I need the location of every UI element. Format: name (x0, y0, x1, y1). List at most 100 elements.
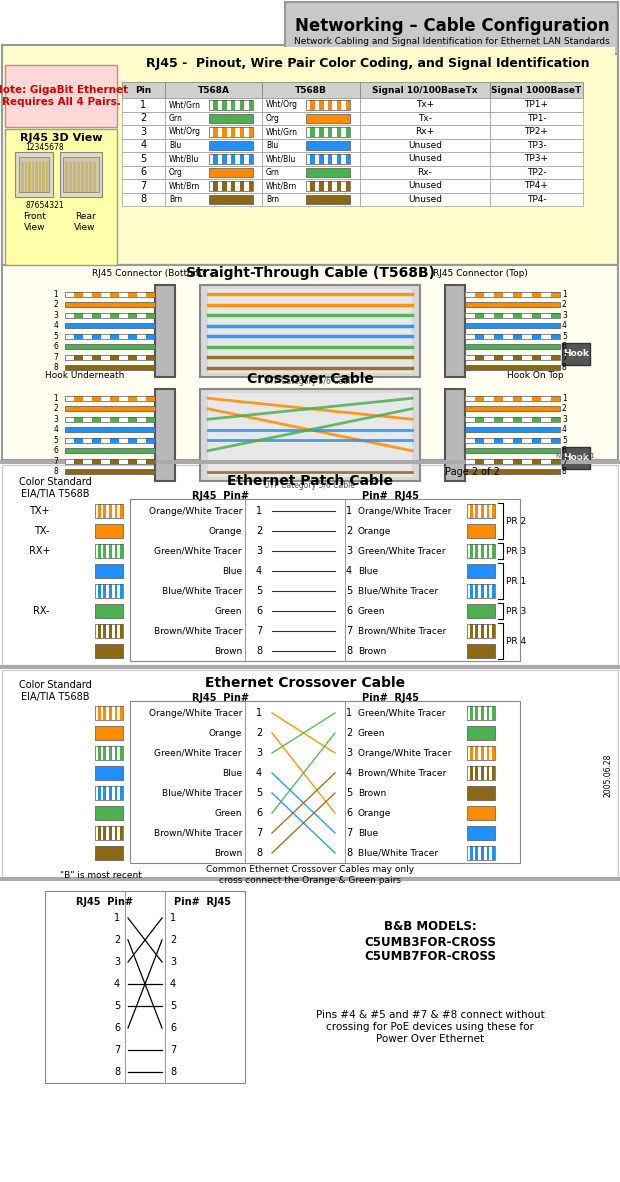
Bar (95, 826, 123, 840)
Text: 3: 3 (256, 748, 262, 758)
Bar (98, 786, 100, 800)
Bar (328, 181, 332, 190)
Bar (146, 459, 155, 463)
Text: 5: 5 (114, 1001, 120, 1011)
Text: Unused: Unused (408, 141, 442, 150)
Bar (487, 504, 489, 518)
Bar (490, 193, 583, 206)
Bar (137, 396, 146, 401)
Text: 3: 3 (346, 546, 352, 556)
Bar (332, 154, 337, 163)
Bar (487, 846, 489, 860)
Bar (465, 427, 560, 433)
Text: Brown/White Tracer: Brown/White Tracer (154, 626, 242, 636)
Bar (315, 100, 319, 110)
Bar (146, 396, 155, 401)
Bar (306, 154, 350, 163)
Text: Front
View: Front View (24, 213, 46, 232)
Bar (249, 100, 253, 110)
Text: Org: Org (266, 113, 280, 123)
Text: 6: 6 (562, 447, 567, 455)
Bar (467, 624, 470, 638)
Text: T568B: T568B (295, 86, 327, 95)
Bar (472, 766, 476, 780)
Bar (42, 162, 45, 191)
Bar (360, 98, 490, 111)
Text: 3: 3 (141, 126, 146, 137)
Bar (478, 544, 481, 558)
Bar (100, 544, 104, 558)
Text: Pin#  RJ45: Pin# RJ45 (361, 693, 418, 703)
Bar (106, 584, 109, 598)
Bar (112, 544, 115, 558)
Bar (484, 292, 494, 297)
Bar (74, 292, 83, 297)
Bar (465, 355, 474, 359)
Bar (65, 355, 155, 359)
Bar (541, 459, 551, 463)
Bar (249, 181, 253, 190)
Bar (119, 417, 128, 422)
Bar (472, 846, 476, 860)
Bar (522, 313, 531, 318)
Bar (110, 417, 119, 422)
Text: 6: 6 (53, 343, 58, 351)
Bar (117, 584, 120, 598)
Bar (489, 746, 492, 760)
Bar (137, 355, 146, 359)
Bar (83, 417, 92, 422)
Bar (81, 162, 84, 191)
Bar (119, 396, 128, 401)
Bar (236, 181, 240, 190)
Text: 4: 4 (256, 768, 262, 778)
Bar (65, 313, 155, 318)
Text: TP1-: TP1- (526, 113, 546, 123)
Text: Note: GigaBit Ethernet
Requires All 4 Pairs.: Note: GigaBit Ethernet Requires All 4 Pa… (0, 85, 128, 106)
Bar (240, 100, 244, 110)
Bar (324, 126, 328, 136)
Text: 3: 3 (562, 311, 567, 320)
Bar (95, 544, 98, 558)
Text: 2: 2 (114, 935, 120, 944)
Bar (165, 125, 262, 138)
Bar (65, 437, 155, 443)
Bar (106, 786, 109, 800)
Bar (98, 624, 100, 638)
Bar (551, 417, 560, 422)
Text: Color Standard
EIA/TIA T568B: Color Standard EIA/TIA T568B (19, 478, 91, 499)
Bar (311, 181, 315, 190)
Bar (474, 396, 484, 401)
Bar (92, 417, 101, 422)
Bar (319, 126, 324, 136)
Text: 8: 8 (562, 467, 567, 476)
Bar (98, 826, 100, 840)
Text: Blue/White Tracer: Blue/White Tracer (358, 849, 438, 857)
Bar (306, 168, 350, 177)
Bar (74, 417, 83, 422)
Bar (165, 178, 262, 193)
Bar (65, 396, 155, 401)
Bar (120, 544, 123, 558)
Bar (465, 396, 474, 401)
Bar (222, 181, 226, 190)
Bar (551, 437, 560, 443)
Bar (465, 344, 560, 349)
Bar (494, 459, 503, 463)
Bar (470, 544, 472, 558)
Bar (465, 333, 474, 339)
Text: Color Standard
EIA/TIA T568B: Color Standard EIA/TIA T568B (19, 680, 91, 702)
Bar (115, 706, 117, 720)
Bar (341, 181, 345, 190)
Text: 6: 6 (346, 808, 352, 818)
Bar (98, 584, 100, 598)
Text: 1: 1 (256, 708, 262, 717)
Bar (492, 766, 495, 780)
Bar (128, 292, 137, 297)
Bar (492, 544, 495, 558)
Bar (465, 459, 474, 463)
Bar (110, 459, 119, 463)
Text: 3: 3 (562, 415, 567, 424)
Bar (465, 469, 560, 474)
Bar (218, 126, 222, 136)
Bar (285, 2, 618, 54)
